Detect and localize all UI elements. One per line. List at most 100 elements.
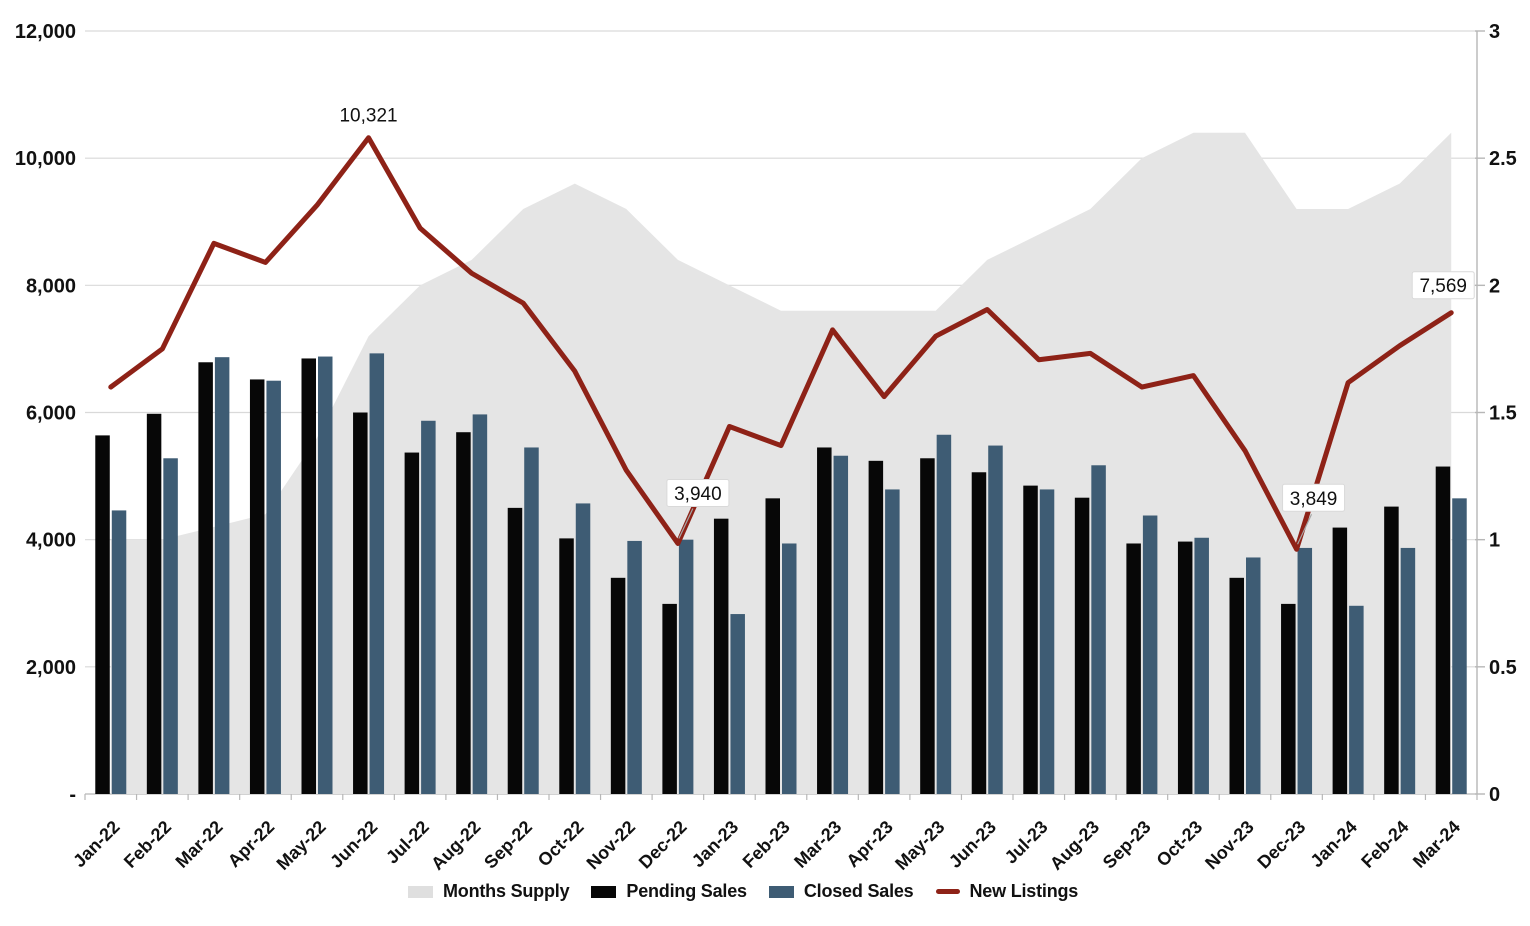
x-axis-label: Jun-23 <box>945 817 1000 872</box>
bar-pending-sales <box>1281 603 1296 794</box>
data-label-box <box>666 478 730 507</box>
x-axis-label: Jul-22 <box>382 817 433 868</box>
pending-sales-swatch-icon <box>591 885 617 898</box>
right-axis-tick-label: 1 <box>1489 530 1500 552</box>
legend-item-months-supply: Months Supply <box>408 881 570 902</box>
bar-pending-sales <box>1023 485 1038 794</box>
bar-pending-sales <box>353 412 368 794</box>
bar-pending-sales <box>817 447 832 794</box>
legend-label-closed-sales: Closed Sales <box>803 881 914 901</box>
x-axis-label: Jun-22 <box>326 817 381 872</box>
bar-closed-sales <box>627 540 642 794</box>
bar-closed-sales <box>1400 547 1416 794</box>
right-axis-tick-label: 2.5 <box>1489 148 1517 170</box>
legend-label-months-supply: Months Supply <box>443 881 570 901</box>
data-label-leader <box>1297 514 1313 545</box>
data-label: 3,940 <box>674 484 722 505</box>
data-label: 7,569 <box>1419 276 1467 297</box>
legend-label-new-listings: New Listings <box>969 881 1079 901</box>
data-label-box <box>1282 483 1346 512</box>
x-axis-label: Mar-23 <box>790 817 845 872</box>
data-label: 10,321 <box>339 105 397 126</box>
data-label: 3,849 <box>1290 489 1338 510</box>
bar-closed-sales <box>1194 537 1209 794</box>
left-axis-tick-label: 4,000 <box>26 530 76 552</box>
bar-pending-sales <box>1229 577 1244 794</box>
bar-closed-sales <box>833 455 849 794</box>
bar-pending-sales <box>1126 543 1141 794</box>
bar-pending-sales <box>249 379 265 794</box>
bar-closed-sales <box>369 353 385 794</box>
data-label-leader <box>678 508 694 539</box>
left-axis-tick-label: 10,000 <box>15 148 76 170</box>
bar-closed-sales <box>1039 489 1055 794</box>
right-axis-tick-label: 0.5 <box>1489 657 1517 679</box>
bar-closed-sales <box>214 357 230 794</box>
x-axis-label: Sep-22 <box>480 817 536 873</box>
new-listings-line <box>108 135 1454 552</box>
x-axis-label: Nov-22 <box>583 817 640 874</box>
bar-closed-sales <box>1142 515 1158 794</box>
right-axis-tick-label: 1.5 <box>1489 403 1517 425</box>
bar-pending-sales <box>507 507 523 794</box>
bar-pending-sales <box>559 538 574 794</box>
x-axis-label: Feb-24 <box>1357 817 1412 872</box>
left-axis-tick-label: 12,000 <box>15 21 76 43</box>
left-axis-tick-label: 6,000 <box>26 403 76 425</box>
new-listings-swatch-icon <box>935 889 960 894</box>
bar-pending-sales <box>1074 497 1090 794</box>
bar-closed-sales <box>678 539 694 794</box>
bar-pending-sales <box>920 458 935 794</box>
x-axis-label: Apr-23 <box>842 817 896 871</box>
right-axis-tick-label: 3 <box>1489 21 1500 43</box>
x-axis-label: Mar-22 <box>172 817 227 872</box>
bar-closed-sales <box>318 356 333 794</box>
months-supply-swatch-icon <box>408 885 433 898</box>
left-axis-tick-label: 8,000 <box>26 275 76 297</box>
bar-closed-sales <box>936 434 952 794</box>
bar-closed-sales <box>730 614 745 794</box>
x-axis-label: Jan-23 <box>688 817 742 871</box>
bar-pending-sales <box>610 577 626 794</box>
legend-item-closed-sales: Closed Sales <box>768 881 914 902</box>
bar-closed-sales <box>524 447 539 794</box>
x-axis-label: Dec-22 <box>635 817 691 873</box>
bar-pending-sales <box>301 358 316 794</box>
bar-closed-sales <box>1297 547 1313 794</box>
left-axis-tick-label: - <box>69 784 76 806</box>
x-axis-label: May-23 <box>891 817 948 874</box>
x-axis-label: Apr-22 <box>224 817 278 871</box>
x-axis-label: Aug-22 <box>427 817 484 874</box>
bar-pending-sales <box>1332 527 1348 794</box>
x-axis-label: Aug-23 <box>1046 817 1103 874</box>
bar-closed-sales <box>1349 605 1364 794</box>
bar-pending-sales <box>198 362 213 794</box>
x-axis-label: Sep-23 <box>1099 817 1155 873</box>
bar-closed-sales <box>1246 557 1261 794</box>
x-axis-label: May-22 <box>273 817 330 874</box>
bar-closed-sales <box>421 420 436 794</box>
x-axis-label: Feb-23 <box>739 817 794 872</box>
bar-closed-sales <box>1091 465 1106 794</box>
bar-pending-sales <box>868 460 884 794</box>
x-axis-label: Feb-22 <box>120 817 175 872</box>
legend-item-new-listings: New Listings <box>935 881 1079 902</box>
bar-pending-sales <box>765 498 780 794</box>
chart-legend: Months Supply Pending Sales Closed Sales Ne… <box>408 881 1078 902</box>
bar-closed-sales <box>163 458 178 794</box>
x-axis-label: Jul-23 <box>1001 817 1052 868</box>
x-axis-label: Jan-24 <box>1306 817 1360 871</box>
left-axis-tick-label: 2,000 <box>26 657 76 679</box>
bar-pending-sales <box>1384 506 1399 794</box>
x-axis-label: Nov-23 <box>1201 817 1258 874</box>
bar-pending-sales <box>662 603 677 794</box>
x-axis-label: Mar-24 <box>1409 817 1464 872</box>
bar-pending-sales <box>146 413 162 794</box>
right-axis-tick-label: 0 <box>1489 784 1500 806</box>
bar-closed-sales <box>885 489 900 794</box>
bar-closed-sales <box>575 503 591 794</box>
bar-pending-sales <box>95 435 110 794</box>
right-axis-tick-label: 2 <box>1489 275 1500 297</box>
legend-label-pending-sales: Pending Sales <box>626 881 747 901</box>
